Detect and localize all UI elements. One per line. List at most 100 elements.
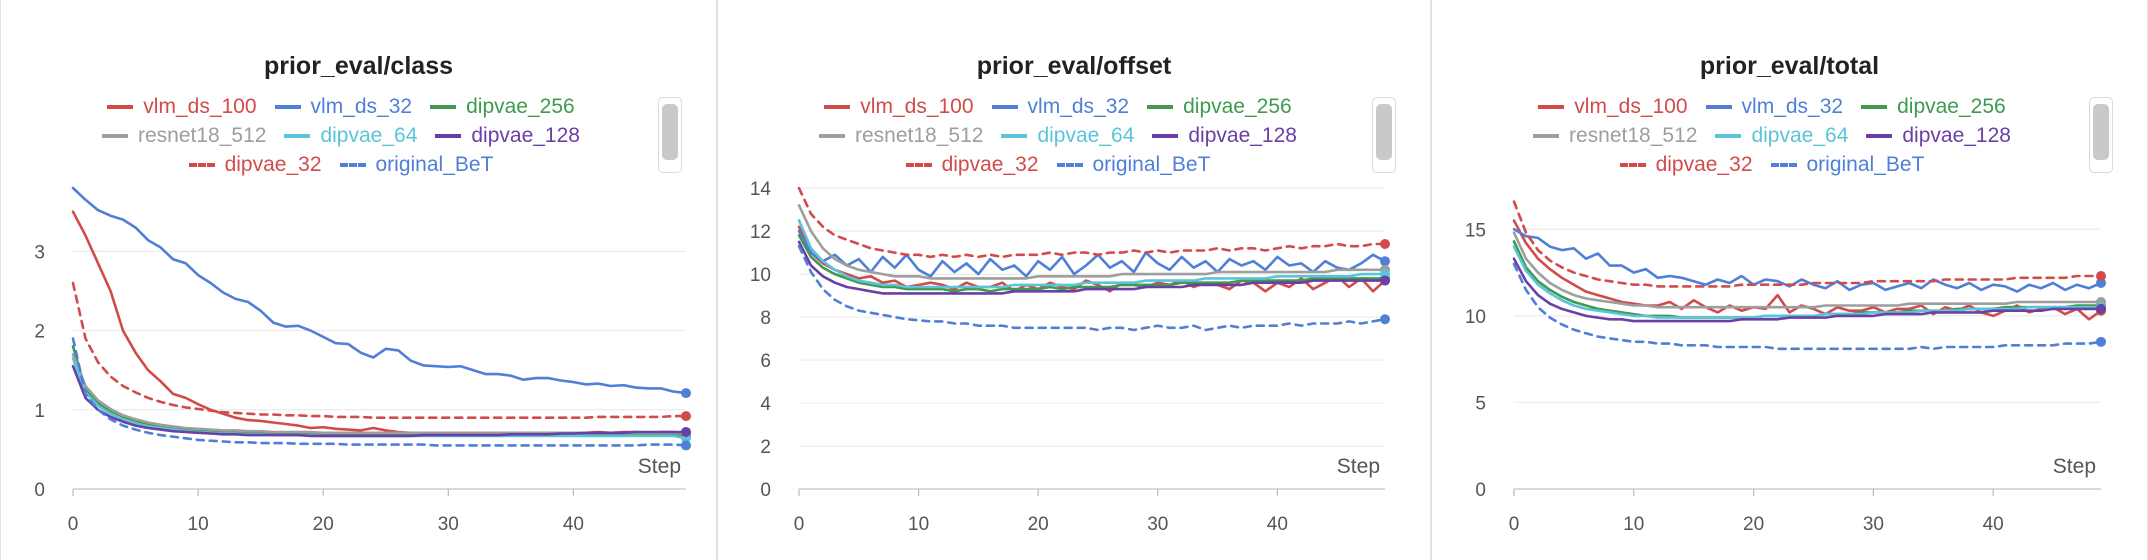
legend-swatch xyxy=(1619,163,1646,168)
legend-item[interactable]: resnet18_512 xyxy=(1533,121,1697,150)
y-tick-label: 0 xyxy=(1475,480,1486,501)
legend-item[interactable]: vlm_ds_32 xyxy=(1705,92,1844,121)
y-tick-label: 1 xyxy=(34,401,45,422)
legend-item[interactable]: dipvae_256 xyxy=(1861,92,2006,121)
legend-item[interactable]: resnet18_512 xyxy=(102,121,266,150)
series-end-marker-dipvae_128 xyxy=(2096,303,2106,314)
series-line-vlm_ds_100 xyxy=(71,210,688,437)
y-tick-label: 0 xyxy=(760,480,771,501)
legend-swatch xyxy=(430,105,457,110)
y-tick-label: 10 xyxy=(750,265,771,286)
series-line-dipvae_128 xyxy=(1512,257,2103,323)
x-tick-label: 30 xyxy=(438,514,459,535)
legend-scrollbar-thumb[interactable] xyxy=(1376,104,1392,160)
series-end-marker-dipvae_128 xyxy=(1380,275,1390,286)
series-line-dipvae_32 xyxy=(71,281,688,420)
legend-swatch xyxy=(1538,105,1565,110)
legend-scrollbar[interactable] xyxy=(658,97,682,173)
legend-item[interactable]: dipvae_64 xyxy=(284,121,417,150)
series-line-dipvae_32 xyxy=(797,186,1387,259)
legend-item[interactable]: dipvae_32 xyxy=(905,150,1039,179)
legend-swatch xyxy=(991,105,1018,110)
legend-item[interactable]: vlm_ds_100 xyxy=(1538,92,1688,121)
x-tick-label: 0 xyxy=(794,514,805,535)
legend-item[interactable]: vlm_ds_32 xyxy=(274,92,413,121)
legend-label: dipvae_64 xyxy=(1751,124,1849,147)
legend-label: dipvae_256 xyxy=(1183,95,1292,118)
legend-swatch xyxy=(339,163,366,168)
y-tick-label: 3 xyxy=(34,242,45,263)
legend-swatch xyxy=(284,134,311,139)
chart-legend: vlm_ds_100 vlm_ds_32 dipvae_256 resnet18_51… xyxy=(758,92,1358,179)
chart-title: prior_eval/total xyxy=(1699,52,1880,80)
legend-label: dipvae_32 xyxy=(1655,153,1753,176)
legend-item[interactable]: dipvae_128 xyxy=(435,121,580,150)
legend-row: vlm_ds_100 vlm_ds_32 dipvae_256 xyxy=(41,92,641,121)
legend-swatch xyxy=(1705,105,1732,110)
series-end-marker-vlm_ds_32 xyxy=(2096,277,2106,288)
legend-scrollbar-thumb[interactable] xyxy=(2093,104,2109,160)
chart-title: prior_eval/offset xyxy=(976,52,1172,80)
legend-label: vlm_ds_32 xyxy=(1741,95,1844,118)
line-chart: 0 5 10 15 0 10 20 30 40 Step xyxy=(1465,200,2106,535)
series-end-marker-original_BeT xyxy=(681,440,691,451)
series-line-vlm_ds_32 xyxy=(1512,228,2103,293)
series-line-original_BeT xyxy=(71,337,688,447)
legend-item[interactable]: dipvae_64 xyxy=(1001,121,1134,150)
legend-swatch xyxy=(1866,134,1893,139)
legend-item[interactable]: dipvae_64 xyxy=(1715,121,1848,150)
legend-swatch xyxy=(1152,134,1179,139)
chart-legend: vlm_ds_100 vlm_ds_32 dipvae_256 resnet18_51… xyxy=(1472,92,2072,179)
legend-item[interactable]: dipvae_256 xyxy=(430,92,575,121)
legend-item[interactable]: dipvae_32 xyxy=(188,150,322,179)
legend-label: dipvae_32 xyxy=(941,153,1039,176)
legend-label: vlm_ds_32 xyxy=(310,95,413,118)
y-tick-label: 10 xyxy=(1465,307,1486,328)
series-end-marker-original_BeT xyxy=(2096,336,2106,347)
legend-item[interactable]: vlm_ds_100 xyxy=(107,92,257,121)
legend-swatch xyxy=(1715,134,1742,139)
legend-swatch xyxy=(824,105,851,110)
x-tick-label: 20 xyxy=(313,514,334,535)
legend-label: resnet18_512 xyxy=(855,124,984,147)
series-line-dipvae_128 xyxy=(797,240,1387,295)
legend-item[interactable]: original_BeT xyxy=(1056,150,1210,179)
legend-scrollbar[interactable] xyxy=(2089,97,2113,173)
legend-item[interactable]: dipvae_128 xyxy=(1152,121,1297,150)
legend-item[interactable]: original_BeT xyxy=(1770,150,1924,179)
x-tick-label: 0 xyxy=(68,514,79,535)
legend-label: dipvae_256 xyxy=(1897,95,2006,118)
legend-item[interactable]: vlm_ds_100 xyxy=(824,92,974,121)
x-tick-label: 20 xyxy=(1028,514,1049,535)
legend-swatch xyxy=(1770,163,1797,168)
legend-label: resnet18_512 xyxy=(1569,124,1698,147)
legend-item[interactable]: dipvae_256 xyxy=(1147,92,1292,121)
y-tick-label: 12 xyxy=(750,222,771,243)
legend-item[interactable]: dipvae_32 xyxy=(1619,150,1753,179)
x-tick-label: 30 xyxy=(1147,514,1168,535)
legend-item[interactable]: original_BeT xyxy=(339,150,493,179)
series-end-marker-dipvae_32 xyxy=(2096,271,2106,282)
chart-panel-class: prior_eval/class vlm_ds_100 vlm_ds_32 dipv… xyxy=(0,0,717,560)
series-end-marker-dipvae_32 xyxy=(1380,239,1390,250)
y-tick-label: 5 xyxy=(1475,393,1486,414)
legend-item[interactable]: vlm_ds_32 xyxy=(991,92,1129,121)
x-tick-label: 30 xyxy=(1863,514,1884,535)
series-line-vlm_ds_100 xyxy=(1512,219,2103,321)
series-end-marker-dipvae_128 xyxy=(681,426,691,437)
y-tick-label: 15 xyxy=(1465,220,1486,241)
legend-label: dipvae_128 xyxy=(1188,124,1297,147)
legend-item[interactable]: dipvae_128 xyxy=(1866,121,2011,150)
legend-item[interactable]: resnet18_512 xyxy=(819,121,983,150)
legend-swatch xyxy=(819,134,845,139)
legend-swatch xyxy=(1056,163,1083,168)
series-line-vlm_ds_32 xyxy=(71,186,688,395)
x-axis-label: Step xyxy=(1337,455,1380,478)
y-tick-label: 0 xyxy=(34,480,45,501)
legend-label: vlm_ds_100 xyxy=(1574,95,1688,118)
legend-label: dipvae_256 xyxy=(466,95,575,118)
legend-scrollbar[interactable] xyxy=(1372,97,1396,173)
legend-scrollbar-thumb[interactable] xyxy=(662,104,678,160)
legend-swatch xyxy=(1861,105,1888,110)
series-line-dipvae_256 xyxy=(797,234,1387,293)
